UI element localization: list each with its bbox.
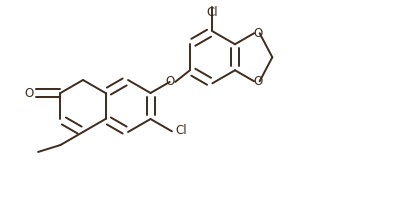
- Text: O: O: [253, 75, 263, 88]
- Text: O: O: [165, 76, 174, 88]
- Text: Cl: Cl: [175, 124, 187, 137]
- Text: O: O: [253, 27, 263, 40]
- Text: Cl: Cl: [207, 6, 218, 19]
- Text: O: O: [24, 87, 34, 100]
